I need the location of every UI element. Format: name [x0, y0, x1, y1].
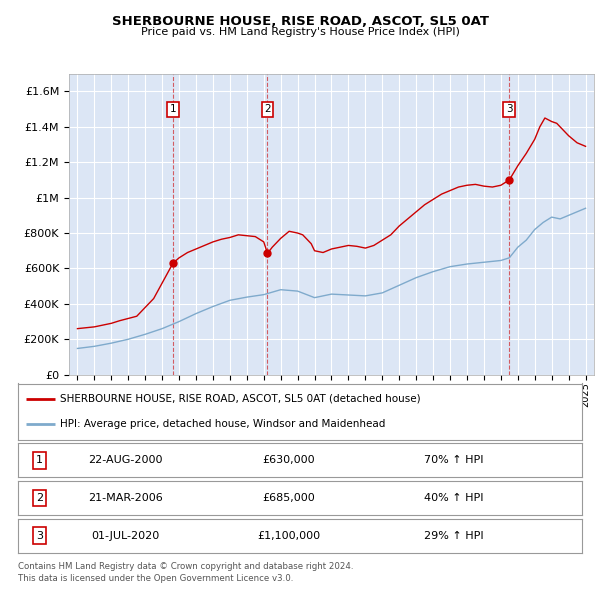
Text: SHERBOURNE HOUSE, RISE ROAD, ASCOT, SL5 0AT: SHERBOURNE HOUSE, RISE ROAD, ASCOT, SL5 …	[112, 15, 488, 28]
Text: 40% ↑ HPI: 40% ↑ HPI	[424, 493, 484, 503]
Text: Contains HM Land Registry data © Crown copyright and database right 2024.: Contains HM Land Registry data © Crown c…	[18, 562, 353, 571]
Text: 22-AUG-2000: 22-AUG-2000	[88, 455, 163, 465]
Text: 29% ↑ HPI: 29% ↑ HPI	[424, 531, 484, 540]
Text: Price paid vs. HM Land Registry's House Price Index (HPI): Price paid vs. HM Land Registry's House …	[140, 27, 460, 37]
Text: 70% ↑ HPI: 70% ↑ HPI	[424, 455, 484, 465]
Text: SHERBOURNE HOUSE, RISE ROAD, ASCOT, SL5 0AT (detached house): SHERBOURNE HOUSE, RISE ROAD, ASCOT, SL5 …	[60, 394, 421, 404]
Text: 21-MAR-2006: 21-MAR-2006	[88, 493, 163, 503]
Text: HPI: Average price, detached house, Windsor and Maidenhead: HPI: Average price, detached house, Wind…	[60, 419, 386, 430]
Text: 1: 1	[170, 104, 176, 114]
Text: 1: 1	[36, 455, 43, 465]
Text: £685,000: £685,000	[262, 493, 315, 503]
Text: £630,000: £630,000	[262, 455, 315, 465]
Text: 2: 2	[264, 104, 271, 114]
Text: 01-JUL-2020: 01-JUL-2020	[91, 531, 159, 540]
Text: 2: 2	[36, 493, 43, 503]
Text: 3: 3	[506, 104, 512, 114]
Text: £1,100,000: £1,100,000	[257, 531, 320, 540]
Text: This data is licensed under the Open Government Licence v3.0.: This data is licensed under the Open Gov…	[18, 574, 293, 583]
Text: 3: 3	[36, 531, 43, 540]
